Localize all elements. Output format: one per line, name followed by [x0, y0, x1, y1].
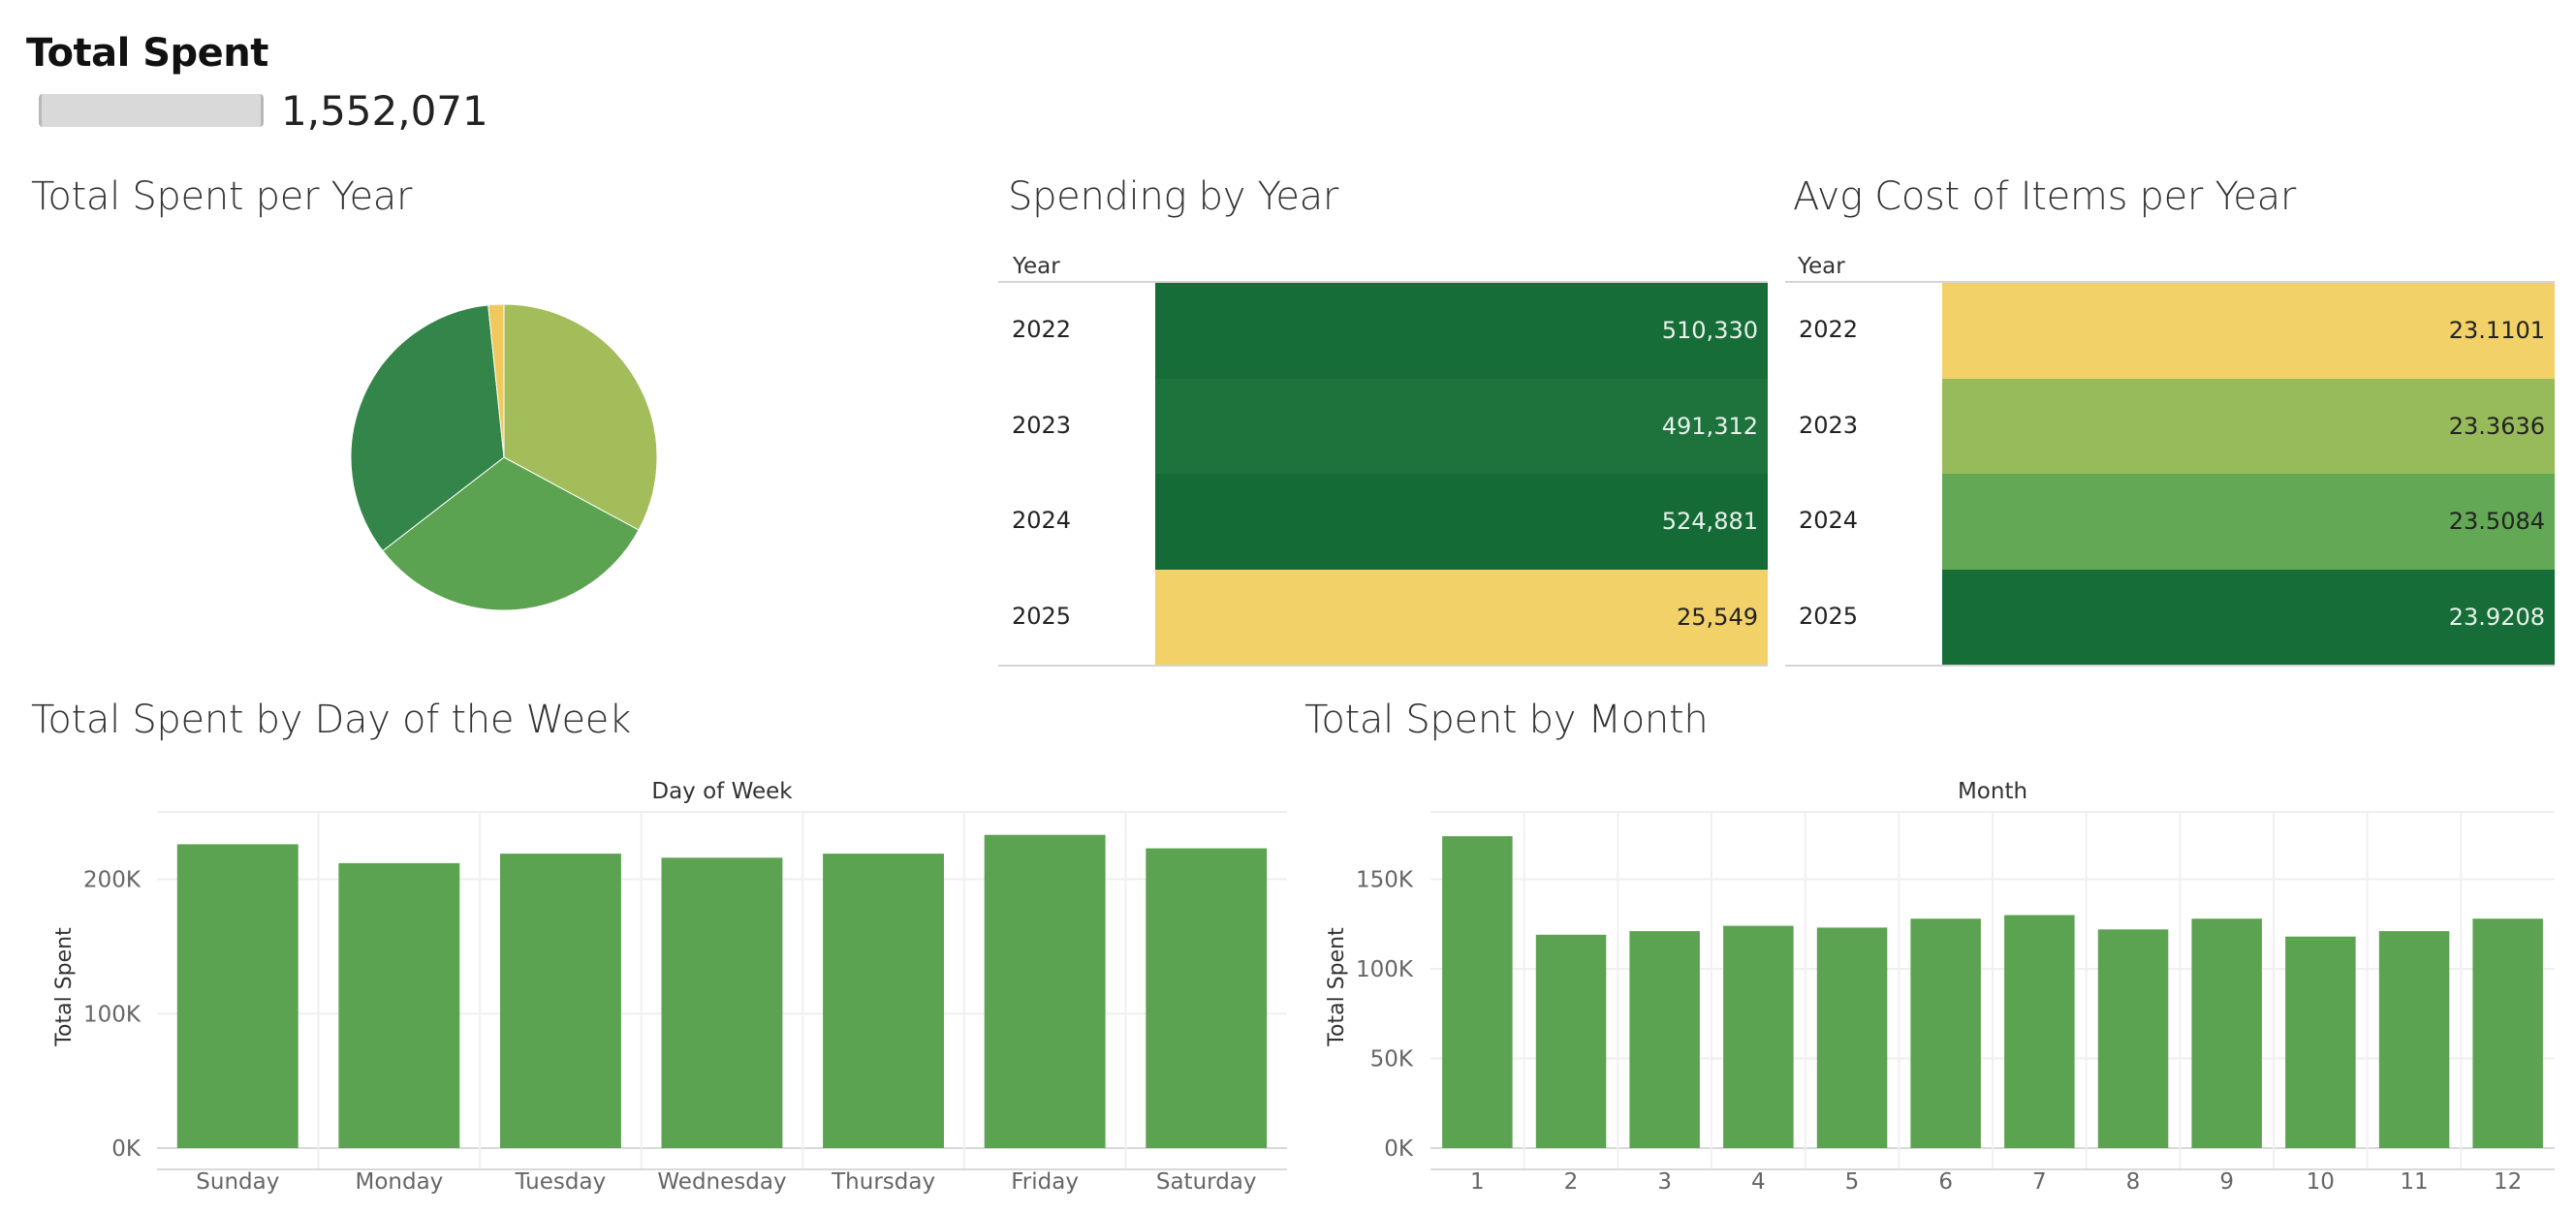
month-bar-2[interactable] — [1535, 934, 1607, 1148]
spending-table-title: Spending by Year — [1008, 174, 1338, 219]
spending-table-top-line — [998, 281, 1768, 283]
month-x-tick-label: 3 — [1657, 1169, 1672, 1195]
dow-x-tick-label: Friday — [1011, 1169, 1079, 1195]
month-x-tick-label: 8 — [2126, 1169, 2141, 1195]
month-bar-5[interactable] — [1816, 927, 1888, 1148]
month-x-tick-label: 4 — [1751, 1169, 1766, 1195]
dow-bar-Thursday[interactable] — [823, 854, 944, 1148]
avg-table-cell[interactable]: 23.3636 — [1942, 378, 2555, 474]
avg-table-cell[interactable]: 23.1101 — [1942, 283, 2555, 379]
pie-slice-2024[interactable] — [350, 304, 505, 552]
dow-bar-Saturday[interactable] — [1146, 848, 1268, 1148]
month-x-tick-label: 1 — [1470, 1169, 1485, 1195]
dow-y-axis-title: Total Spent — [52, 927, 77, 1047]
avg-table-header: Year — [1798, 254, 1845, 279]
spending-table-row-label: 2022 — [1012, 316, 1072, 344]
dow-x-tick-label: Wednesday — [657, 1169, 786, 1195]
dow-y-tick-label: 100K — [83, 1002, 141, 1027]
spending-table-row-label: 2024 — [1012, 507, 1072, 535]
dow-x-tick-label: Saturday — [1156, 1169, 1257, 1195]
month-bar-3[interactable] — [1629, 931, 1700, 1148]
pie-slice-2023[interactable] — [382, 456, 640, 611]
month-bar-8[interactable] — [2097, 929, 2169, 1148]
month-y-tick-label: 150K — [1356, 868, 1414, 893]
month-chart-title: Total Spent by Month — [1304, 698, 1709, 742]
pie-slice-2022[interactable] — [503, 303, 658, 531]
spending-table-row-label: 2023 — [1012, 411, 1072, 439]
dow-x-tick-label: Sunday — [196, 1169, 279, 1195]
month-x-tick-label: 7 — [2032, 1169, 2047, 1195]
avg-table-row-label: 2025 — [1799, 602, 1859, 630]
kpi-bar — [39, 94, 264, 127]
month-bar-1[interactable] — [1442, 836, 1513, 1148]
dow-bar-Sunday[interactable] — [176, 844, 298, 1148]
month-bar-11[interactable] — [2378, 931, 2450, 1148]
spending-table-cell[interactable]: 25,549 — [1155, 569, 1768, 665]
month-bar-6[interactable] — [1910, 918, 1981, 1148]
month-y-tick-label: 100K — [1356, 957, 1414, 982]
month-x-tick-label: 5 — [1845, 1169, 1860, 1195]
avg-table-row-label: 2022 — [1799, 316, 1859, 344]
month-y-tick-label: 0K — [1384, 1136, 1414, 1162]
avg-table-bottom-line — [1785, 665, 2555, 667]
avg-table-title: Avg Cost of Items per Year — [1793, 174, 2296, 219]
month-bar-9[interactable] — [2191, 918, 2262, 1148]
dow-x-tick-label: Thursday — [831, 1169, 935, 1195]
avg-table-row-label: 2023 — [1799, 411, 1859, 439]
month-x-tick-label: 11 — [2400, 1169, 2428, 1195]
month-bar-4[interactable] — [1723, 925, 1794, 1148]
spending-table-cell[interactable]: 510,330 — [1155, 283, 1768, 379]
avg-table-cell[interactable]: 23.5084 — [1942, 474, 2555, 570]
avg-table-top-line — [1785, 281, 2555, 283]
pie-chart-title: Total Spent per Year — [31, 174, 413, 219]
month-x-tick-label: 10 — [2307, 1169, 2335, 1195]
spending-table-cell[interactable]: 524,881 — [1155, 474, 1768, 570]
month-x-tick-label: 2 — [1564, 1169, 1579, 1195]
month-x-tick-label: 9 — [2219, 1169, 2234, 1195]
pie-slice-2025[interactable] — [487, 303, 505, 458]
spending-table-bottom-line — [998, 665, 1768, 667]
month-x-tick-label: 12 — [2494, 1169, 2522, 1195]
avg-table-cell[interactable]: 23.9208 — [1942, 569, 2555, 665]
pie-chart — [350, 303, 658, 611]
dow-x-axis-title: Day of Week — [651, 779, 793, 804]
kpi-value: 1,552,071 — [281, 87, 488, 135]
dow-bar-Wednesday[interactable] — [661, 857, 783, 1148]
dow-x-tick-label: Monday — [355, 1169, 443, 1195]
month-bar-12[interactable] — [2472, 918, 2543, 1148]
kpi-title: Total Spent — [26, 31, 268, 76]
spending-table-row-label: 2025 — [1012, 602, 1072, 630]
month-bar-7[interactable] — [2004, 915, 2075, 1149]
month-y-axis-title: Total Spent — [1325, 927, 1349, 1047]
spending-table-header: Year — [1013, 254, 1060, 279]
dow-chart-title: Total Spent by Day of the Week — [31, 698, 631, 742]
month-x-tick-label: 6 — [1938, 1169, 1953, 1195]
spending-table-body: 2022 510,330 2023 491,312 2024 524,881 2025 25,… — [998, 283, 1768, 665]
month-bar-10[interactable] — [2285, 936, 2356, 1148]
dow-bar-chart: Day of Week Total Spent 0K 100K 200K Sunday Mo… — [52, 779, 1287, 1195]
month-y-tick-label: 50K — [1370, 1047, 1414, 1073]
dow-y-tick-label: 0K — [111, 1136, 141, 1162]
avg-table-row-label: 2024 — [1799, 507, 1859, 535]
spending-table-cell[interactable]: 491,312 — [1155, 378, 1768, 474]
dow-y-tick-label: 200K — [83, 868, 141, 893]
dow-x-tick-label: Tuesday — [515, 1169, 607, 1195]
dow-bar-Monday[interactable] — [338, 862, 460, 1148]
dow-bar-Friday[interactable] — [984, 834, 1106, 1148]
month-x-axis-title: Month — [1958, 779, 2027, 804]
dow-bar-Tuesday[interactable] — [500, 854, 621, 1148]
avg-table-body: 2022 23.1101 2023 23.3636 2024 23.5084 2025 23.… — [1785, 283, 2555, 665]
